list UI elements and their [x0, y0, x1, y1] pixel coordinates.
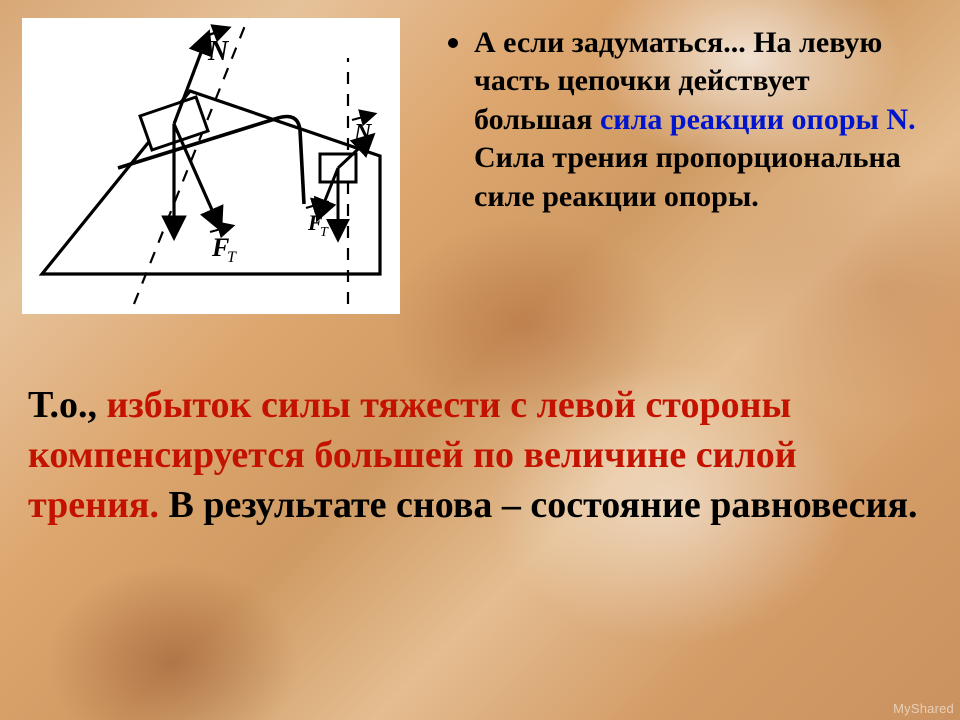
physics-diagram: N N F T F T: [22, 18, 400, 314]
n1-overbar: [206, 28, 228, 36]
label-n-right: N: [353, 120, 373, 146]
bullet-paragraph: А если задуматься... На левую часть цепо…: [448, 24, 928, 216]
diagram-svg: N N F T F T: [22, 18, 400, 314]
bullet-text-post: Сила трения пропорциональна силе реакции…: [474, 141, 901, 212]
bullet-marker: [448, 38, 458, 48]
conclusion-pre: Т.о.,: [28, 384, 107, 426]
conclusion-post: В результате снова – состояние равновеси…: [159, 484, 918, 526]
label-f-left-sub: T: [227, 249, 237, 266]
bullet-text-blue: сила реакции опоры N.: [600, 103, 916, 136]
conclusion-paragraph: Т.о., избыток силы тяжести с левой сторо…: [28, 380, 928, 530]
watermark: MyShared: [893, 701, 954, 716]
label-n-left: N: [207, 36, 230, 67]
bullet-body: А если задуматься... На левую часть цепо…: [474, 24, 928, 216]
label-f-right-sub: T: [320, 225, 329, 240]
